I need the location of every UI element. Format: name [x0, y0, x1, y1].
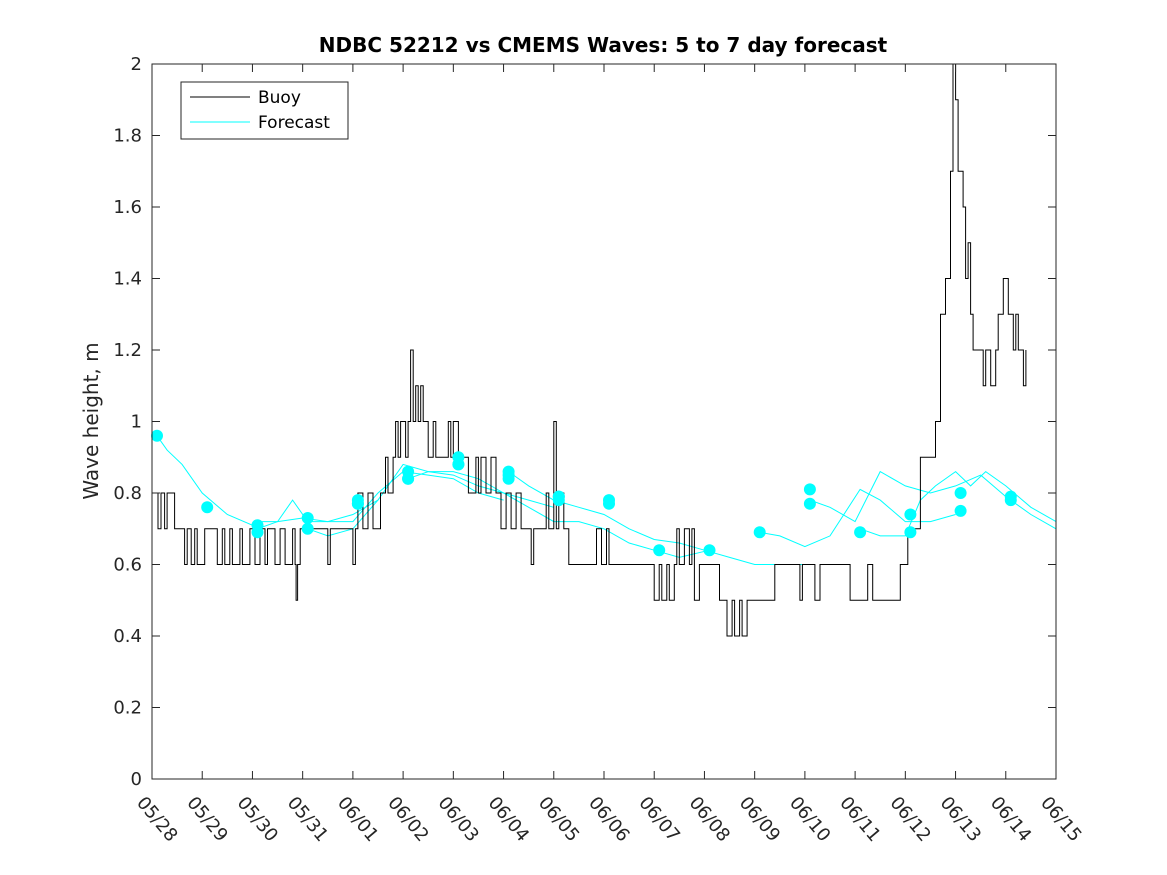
forecast-marker [452, 458, 465, 471]
forecast-marker [603, 497, 615, 510]
forecast-marker [703, 544, 716, 557]
forecast-marker [904, 526, 917, 539]
y-tick-label: 1.8 [113, 126, 142, 147]
forecast-line [257, 471, 504, 530]
y-tick-label: 0.8 [113, 483, 142, 504]
forecast-marker [753, 526, 766, 539]
y-tick-label: 0.6 [113, 555, 142, 576]
forecast-marker [251, 526, 264, 539]
y-tick-label: 0 [131, 769, 142, 790]
y-tick-label: 1.2 [113, 340, 142, 361]
forecast-marker [201, 501, 214, 514]
legend-forecast-label: Forecast [258, 113, 330, 133]
forecast-marker [351, 497, 364, 510]
y-tick-label: 1.4 [113, 269, 142, 290]
forecast-marker [552, 490, 565, 503]
y-tick-label: 1.6 [113, 197, 142, 218]
plot-area [151, 63, 1057, 637]
legend-box [180, 81, 349, 140]
forecast-marker [653, 544, 666, 557]
forecast-marker [954, 504, 967, 517]
forecast-marker [502, 472, 515, 485]
chart-title: NDBC 52212 vs CMEMS Waves: 5 to 7 day fo… [319, 33, 888, 57]
legend-buoy-label: Buoy [258, 88, 301, 108]
forecast-marker [904, 508, 917, 521]
forecast-line [759, 488, 956, 548]
forecast-marker [301, 512, 314, 524]
forecast-marker [803, 497, 816, 510]
forecast-marker [954, 487, 967, 499]
forecast-marker [854, 526, 867, 539]
forecast-marker [151, 429, 163, 442]
y-tick-label: 0.2 [113, 698, 142, 719]
forecast-marker [301, 522, 314, 535]
buoy-line [154, 63, 1027, 637]
y-tick-label: 0.4 [113, 626, 142, 647]
y-axis-label: Wave height, m [79, 342, 103, 499]
y-tick-label: 1 [131, 412, 142, 433]
y-tick-label: 2 [131, 54, 142, 75]
legend: Buoy Forecast [180, 81, 349, 140]
forecast-marker [803, 483, 816, 496]
forecast-marker [402, 472, 415, 485]
forecast-marker [1004, 490, 1017, 503]
